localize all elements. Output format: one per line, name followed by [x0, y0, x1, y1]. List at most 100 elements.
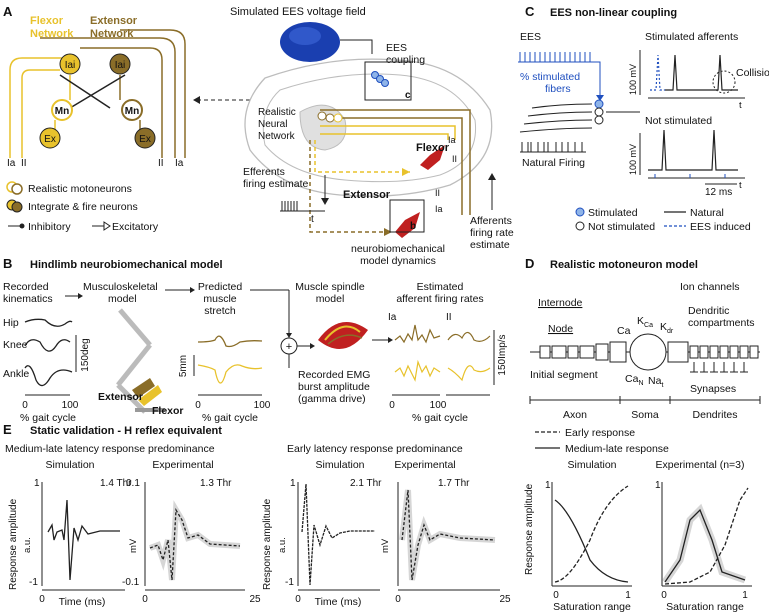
flexor-ia-label: Ia [448, 135, 456, 145]
hip-label: Hip [3, 317, 19, 329]
b-extensor-label: Extensor [98, 391, 143, 403]
panel-e-letter: E [3, 422, 12, 437]
not-stimulated-trace [648, 129, 738, 171]
extensor-ii-label: II [435, 188, 440, 198]
medium-title: Medium-late latency response predominanc… [5, 443, 215, 455]
e2-thr-label: 1.3 Thr [200, 478, 232, 489]
arrowhead-b1 [78, 293, 83, 299]
flexor-ex-label: Ex [44, 134, 56, 145]
e2-tick-0: 0 [142, 594, 148, 605]
e3-tick-neg1: -1 [285, 577, 294, 588]
e3-resp-amp-label: Response amplitude [262, 498, 273, 590]
flexor-ex-neuron [39, 127, 61, 149]
e3-sim-trace [301, 483, 375, 586]
extensor-mn-neuron [121, 99, 143, 121]
pct-stimulated-label: % stimulated fibers [520, 71, 580, 95]
box-c-label: c [405, 90, 411, 101]
spindle-label: Muscle spindle model [295, 281, 365, 305]
panel-e-title: Static validation - H reflex equivalent [30, 425, 222, 437]
legend-realistic-icon-2 [11, 183, 23, 195]
initial-segment-label: Initial segment [530, 369, 598, 381]
summation-plus: + [286, 341, 292, 353]
legend-inhibitory-label: Inhibitory [28, 221, 71, 233]
extensor-iai-label: Iai [115, 60, 126, 71]
extensor-ex-label: Ex [139, 134, 151, 145]
estimated-label: Estimated afferent firing rates [396, 281, 483, 305]
synapses-label: Synapses [690, 383, 736, 395]
gait-tick-100-1: 100 [62, 400, 79, 411]
excitatory-arrow-icon [103, 221, 111, 231]
e2-tick-neg01: -0.1 [122, 577, 140, 588]
imp-scale-label: 150Imp/s [497, 334, 508, 375]
extensor-iai-neuron [109, 53, 131, 75]
realistic-network-label: Realistic Neural Network [258, 107, 296, 142]
ees-field-label: Simulated EES voltage field [230, 6, 366, 18]
flexor-ii-label: II [452, 154, 457, 164]
legend-integrate-icon-2 [11, 201, 23, 213]
flexor-mn-neuron [51, 99, 73, 121]
gait-label-1: % gait cycle [20, 412, 76, 424]
musculo-label: Musculoskeletal model [83, 281, 158, 305]
legend-stimulated-label: Stimulated [588, 207, 638, 219]
internode-label: Internode [538, 297, 583, 309]
e1-sim-label: Simulation [45, 459, 94, 471]
collision-label: Collision [736, 67, 769, 79]
ankle-label: Ankle [3, 368, 29, 380]
flexor-stretch-trace [197, 364, 263, 384]
mn-cell-icon [317, 111, 327, 121]
rates-ia-label: Ia [388, 312, 397, 323]
ii-flexor-rate [447, 365, 491, 382]
fiber-lines [519, 103, 640, 133]
panel-c-letter: C [525, 4, 535, 19]
gait-tick-0-3: 0 [389, 400, 395, 411]
mn-cell-icon-3 [333, 113, 343, 123]
knee-label: Knee [3, 339, 28, 351]
flexor-iai-neuron [59, 53, 81, 75]
legend-notstim-icon [575, 221, 585, 231]
net-ii-label-1: II [21, 158, 27, 169]
panel-d: D Realistic motoneuron model Ion channel… [525, 256, 761, 421]
gait-label-3: % gait cycle [412, 412, 468, 424]
extensor-muscle-icon [395, 212, 420, 238]
e2-mv-label: mV [128, 538, 139, 553]
e5-tick-0: 0 [553, 590, 559, 601]
extensor-network-label: Extensor Network [90, 15, 138, 40]
panel-b-letter: B [3, 256, 12, 271]
e-time-label: Time (ms) [59, 596, 106, 608]
leg-model-icon [116, 308, 165, 414]
gait-tick-0-2: 0 [195, 400, 201, 411]
legend-realistic-label: Realistic motoneurons [28, 183, 132, 195]
e5-tick-1: 1 [545, 480, 551, 491]
emg-label: Recorded EMG burst amplitude (gamma drive) [298, 369, 370, 405]
e-resp-amp-label: Response amplitude [8, 498, 19, 590]
ion-ca-label: Ca [617, 325, 631, 337]
legend-stimulated-icon [575, 207, 585, 217]
ankle-trace [24, 365, 73, 387]
notstim-ees-ticks [654, 174, 726, 178]
notstim-t-label: t [739, 180, 742, 191]
panel-c-title: EES non-linear coupling [550, 7, 677, 19]
stimulated-trace [650, 54, 738, 91]
e4-exp-band [399, 489, 496, 581]
box-c [364, 61, 412, 101]
afferents-label: Afferents firing rate estimate [470, 215, 514, 251]
flexor-network-label: Flexor Network [30, 15, 74, 40]
gait-tick-100-2: 100 [254, 400, 271, 411]
e6-sat-label: Saturation range [666, 601, 744, 613]
gait-tick-0-1: 0 [22, 400, 28, 411]
extensor-muscle-label: Extensor [343, 189, 391, 201]
d-axis-ticks [529, 396, 761, 404]
grey-matter-outline [262, 73, 477, 183]
gait-tick-100-3: 100 [430, 400, 447, 411]
panel-d-letter: D [525, 256, 534, 271]
e5-resp-amp-label: Response amplitude [524, 483, 535, 575]
deg-scale-label: 150deg [80, 338, 91, 371]
axon-label: Axon [563, 409, 587, 421]
e3-thr-label: 2.1 Thr [350, 478, 382, 489]
not-stimulated-label: Not stimulated [645, 115, 712, 127]
box-b [389, 199, 425, 233]
net-ia-label-1: Ia [7, 158, 16, 169]
e5-early-curve [554, 485, 629, 583]
network-wiring [9, 29, 186, 158]
e6-exp-label: Experimental (n=3) [656, 459, 745, 471]
